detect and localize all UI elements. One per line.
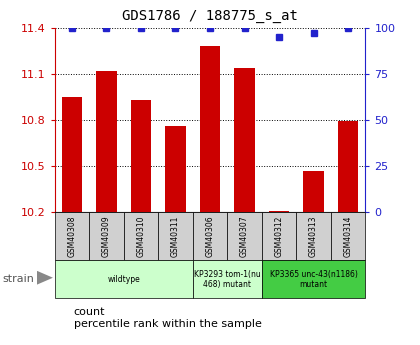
Bar	[89, 212, 123, 260]
Text: strain: strain	[2, 275, 34, 284]
Bar	[131, 100, 151, 212]
Bar	[193, 260, 262, 298]
Polygon shape	[37, 271, 53, 285]
Text: GSM40307: GSM40307	[240, 216, 249, 257]
Text: GSM40308: GSM40308	[67, 216, 76, 257]
Text: GSM40311: GSM40311	[171, 216, 180, 257]
Bar	[165, 126, 186, 212]
Text: GSM40314: GSM40314	[344, 216, 353, 257]
Bar	[297, 212, 331, 260]
Text: count: count	[74, 307, 105, 316]
Text: wildtype: wildtype	[107, 275, 140, 284]
Text: GSM40310: GSM40310	[136, 216, 145, 257]
Text: GSM40313: GSM40313	[309, 216, 318, 257]
Bar	[193, 212, 227, 260]
Bar	[269, 211, 289, 212]
Bar	[55, 260, 193, 298]
Text: KP3365 unc-43(n1186)
mutant: KP3365 unc-43(n1186) mutant	[270, 270, 357, 289]
Bar	[61, 97, 82, 212]
Bar	[331, 212, 365, 260]
Text: percentile rank within the sample: percentile rank within the sample	[74, 319, 261, 329]
Bar	[123, 212, 158, 260]
Text: GSM40309: GSM40309	[102, 216, 111, 257]
Bar	[338, 121, 359, 212]
Bar	[234, 68, 255, 212]
Bar	[200, 46, 221, 212]
Bar	[262, 212, 297, 260]
Bar	[96, 71, 117, 212]
Text: KP3293 tom-1(nu
468) mutant: KP3293 tom-1(nu 468) mutant	[194, 270, 261, 289]
Bar	[303, 171, 324, 212]
Bar	[227, 212, 262, 260]
Text: GSM40312: GSM40312	[275, 216, 284, 257]
Text: GDS1786 / 188775_s_at: GDS1786 / 188775_s_at	[122, 9, 298, 23]
Bar	[158, 212, 193, 260]
Text: GSM40306: GSM40306	[205, 216, 215, 257]
Bar	[55, 212, 89, 260]
Bar	[262, 260, 365, 298]
